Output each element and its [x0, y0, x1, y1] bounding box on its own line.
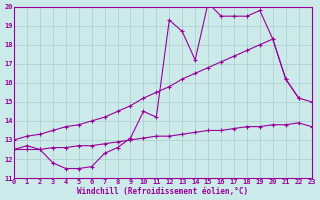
X-axis label: Windchill (Refroidissement éolien,°C): Windchill (Refroidissement éolien,°C) [77, 187, 248, 196]
